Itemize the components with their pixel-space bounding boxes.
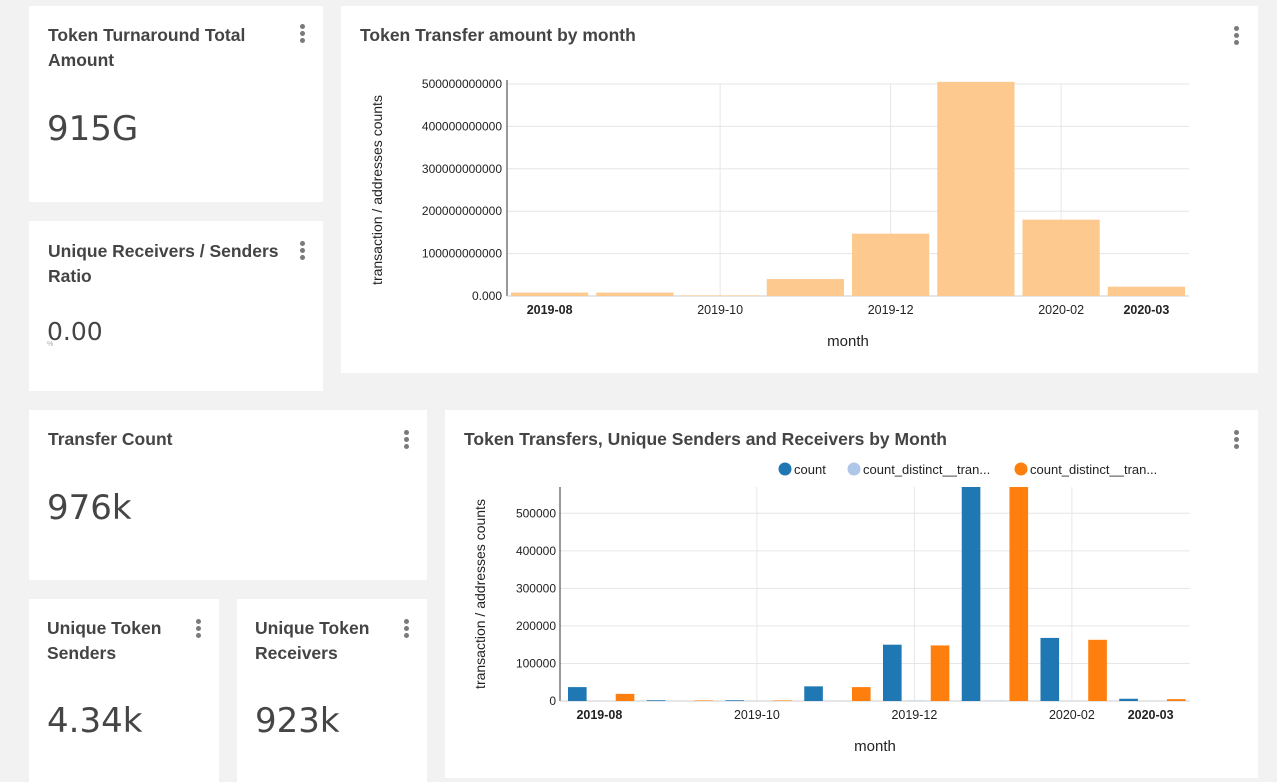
amount-bar [681, 295, 759, 296]
series-bar-0 [725, 700, 745, 701]
y-tick-label: 200000 [516, 619, 556, 633]
card-title: Unique Receivers / Senders Ratio [48, 241, 279, 286]
y-tick-label: 300000 [516, 581, 556, 595]
y-tick-label: 0.000 [472, 289, 502, 303]
y-tick-label: 300000000000 [422, 162, 502, 176]
card-title: Token Transfers, Unique Senders and Rece… [464, 429, 948, 449]
x-tick-label: 2019-10 [734, 708, 780, 722]
series-bar-1 [985, 700, 1005, 701]
kpi-unit: % [47, 341, 54, 348]
amount-bar [766, 279, 844, 296]
kpi-transfer-count-card: Transfer Count 976k [29, 410, 427, 580]
kpi-value: 4.34k [47, 701, 143, 741]
legend-label: count_distinct__tran... [1030, 462, 1157, 477]
y-tick-label: 400000 [516, 544, 556, 558]
legend-swatch [778, 462, 792, 476]
y-tick-label: 0 [549, 694, 556, 708]
card-title: Transfer Count [48, 429, 173, 449]
card-title: Token Transfer amount by month [360, 25, 636, 45]
series-bar-0 [568, 687, 587, 701]
kpi-receivers-card: Unique Token Receivers 923k [237, 599, 427, 782]
kpi-value: 0.00 [47, 317, 103, 346]
amount-bar [1107, 286, 1185, 296]
kpi-senders-card: Unique Token Senders 4.34k [29, 599, 219, 782]
amount-bar [937, 81, 1015, 296]
y-axis-title: transaction / addresses counts [472, 499, 488, 689]
more-options-icon[interactable] [1234, 430, 1240, 450]
amount-bar [596, 292, 674, 296]
series-bar-2 [1009, 487, 1029, 701]
card-title: Unique Token Receivers [255, 618, 370, 663]
legend-label: count [794, 462, 826, 477]
amount-bar [852, 233, 930, 296]
y-tick-label: 500000000000 [422, 77, 502, 91]
amount-chart-card: Token Transfer amount by month 0.000 1000… [341, 6, 1258, 373]
amount-bar [511, 292, 589, 296]
series-bar-0 [646, 700, 666, 701]
y-axis-title: transaction / addresses counts [369, 95, 385, 285]
series-bar-2 [615, 693, 635, 701]
more-options-icon[interactable] [196, 619, 202, 639]
series-bar-2 [773, 700, 792, 701]
kpi-value: 915G [47, 109, 139, 149]
series-bar-2 [930, 645, 950, 701]
card-title: Token Turnaround Total Amount [48, 25, 246, 70]
kpi-ratio-card: Unique Receivers / Senders Ratio 0.00 % [29, 221, 323, 391]
series-bar-0 [883, 644, 902, 701]
counts-bar-chart: 0 100000 200000 300000 400000 500000 2019-08 20… [472, 462, 1190, 755]
series-bar-2 [694, 700, 714, 701]
card-title: Unique Token Senders [47, 618, 162, 663]
more-options-icon[interactable] [300, 24, 306, 44]
x-tick-label: 2020-03 [1123, 303, 1169, 317]
more-options-icon[interactable] [404, 430, 410, 450]
series-bar-2 [1088, 639, 1107, 701]
x-tick-label: 2019-12 [868, 303, 914, 317]
legend-label: count_distinct__tran... [863, 462, 990, 477]
x-tick-label: 2019-08 [576, 708, 622, 722]
counts-chart-card: Token Transfers, Unique Senders and Rece… [445, 410, 1258, 778]
kpi-turnaround-card: Token Turnaround Total Amount 915G [29, 6, 323, 202]
x-tick-label: 2020-03 [1128, 708, 1174, 722]
series-bar-0 [961, 487, 981, 701]
series-bar-0 [1040, 637, 1060, 701]
series-bar-0 [804, 686, 823, 701]
x-tick-label: 2020-02 [1049, 708, 1095, 722]
x-tick-label: 2020-02 [1038, 303, 1084, 317]
x-axis-title: month [854, 738, 896, 755]
y-tick-label: 400000000000 [422, 119, 502, 133]
series-bar-1 [906, 700, 926, 701]
y-tick-label: 100000 [516, 656, 556, 670]
series-bar-2 [1166, 699, 1186, 701]
more-options-icon[interactable] [1234, 26, 1240, 46]
more-options-icon[interactable] [300, 241, 306, 261]
amount-bar [1022, 219, 1100, 296]
series-bar-2 [851, 687, 871, 701]
x-tick-label: 2019-10 [697, 303, 743, 317]
x-tick-label: 2019-08 [527, 303, 573, 317]
x-axis-title: month [827, 333, 869, 350]
more-options-icon[interactable] [404, 619, 410, 639]
legend-swatch [847, 462, 861, 476]
y-tick-label: 500000 [516, 506, 556, 520]
y-tick-label: 100000000000 [422, 247, 502, 261]
x-tick-label: 2019-12 [891, 708, 937, 722]
amount-bar-chart: 0.000 100000000000 200000000000 30000000000… [369, 77, 1189, 350]
y-tick-label: 200000000000 [422, 204, 502, 218]
legend-swatch [1014, 462, 1028, 476]
series-bar-0 [1119, 698, 1138, 701]
kpi-value: 976k [47, 488, 132, 528]
kpi-value: 923k [255, 701, 340, 741]
